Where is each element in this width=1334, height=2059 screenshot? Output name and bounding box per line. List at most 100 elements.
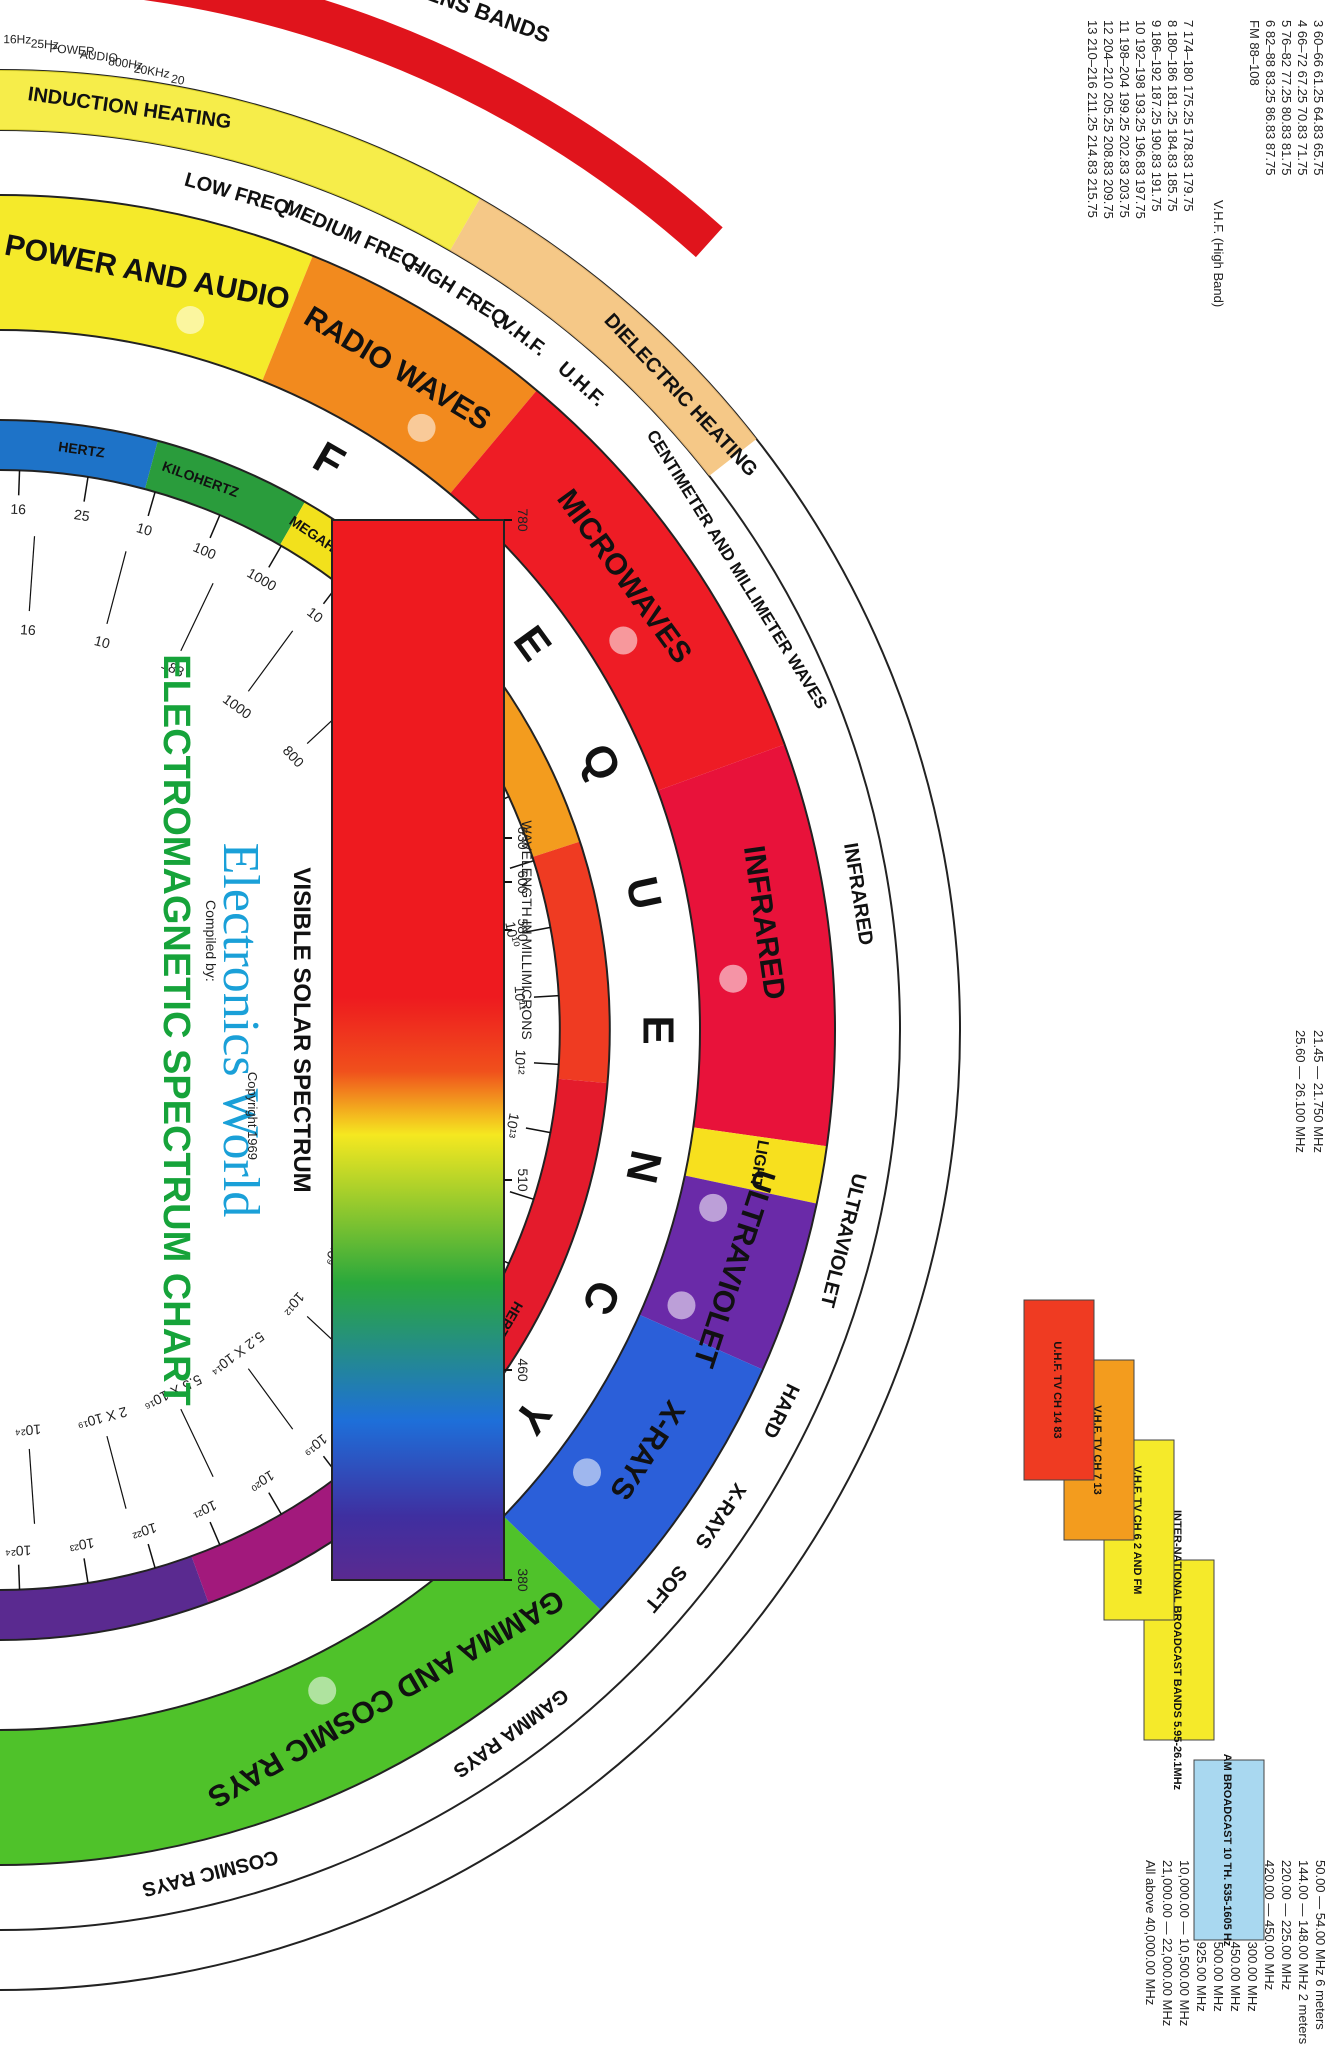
amateur-row: 144.00 — 148.00 MHz 2 meters xyxy=(1296,1860,1311,2045)
amateur-row: 21,000.00 — 22,000.00 MHz xyxy=(1160,1860,1175,2026)
spectrum-tick-label: 510 xyxy=(515,1168,531,1192)
ring-outline xyxy=(0,129,901,1931)
frequency-tick-label: 10²⁴ xyxy=(5,1543,32,1560)
frequency-tick xyxy=(209,1521,221,1546)
wavelength-tick xyxy=(247,1368,294,1430)
frequency-tick xyxy=(268,1492,283,1515)
frequency-ring-segment xyxy=(359,1078,608,1498)
vhf-low-row: 3 60–66 61.25 64.83 65.75 xyxy=(1311,20,1326,175)
spectrum-tick-label: 380 xyxy=(515,1568,531,1592)
frequency-tick xyxy=(509,859,535,869)
frequency-tick xyxy=(533,1062,559,1066)
frequency-tick-label: 25 xyxy=(73,506,91,524)
spectrum-tick-label: 780 xyxy=(515,508,531,532)
publisher-logo: Electronics World xyxy=(212,843,269,1218)
spectrum-tick-label: 580 xyxy=(515,918,531,942)
wavelength-tick-label: 800 xyxy=(280,742,308,770)
amateur-row: 50.00 — 54.00 MHz 6 meters xyxy=(1313,1860,1328,2030)
frequency-tick-label: 10²² xyxy=(130,1520,159,1542)
light-prism-icon xyxy=(699,1193,728,1222)
spectrum-tick-label: 460 xyxy=(515,1358,531,1382)
arc-small-label: 20 xyxy=(170,72,186,88)
frequency-letter: E xyxy=(633,1015,682,1044)
frequency-tick-label: 10¹¹ xyxy=(512,985,530,1011)
vhf-high-row: 7 174–180 175.25 178.83 179.75 xyxy=(1181,20,1196,212)
frequency-letter: U xyxy=(616,873,671,914)
band-segment xyxy=(0,195,313,381)
frequency-tick xyxy=(533,994,559,998)
uhf-box xyxy=(1023,1299,1095,1481)
dielectric-heating-band xyxy=(450,198,757,476)
band-segment xyxy=(684,1127,827,1204)
frequency-ring-segment xyxy=(0,420,158,490)
wavelength-tick xyxy=(28,1448,36,1524)
telephone-icon xyxy=(176,306,205,335)
spectrum-ticks: 780 630 600 580 510 460 380 xyxy=(504,508,531,1592)
outer-band-label: LOW FREQ. xyxy=(182,169,297,221)
shortwave-band: 21.45 — 21.750 MHz xyxy=(1311,1030,1326,1153)
outer-band-label: HARD xyxy=(758,1380,803,1442)
radar-dish-icon xyxy=(609,626,638,655)
center-panel: ELECTROMAGNETIC SPECTRUM CHART Compiled … xyxy=(155,508,535,1592)
wavelength-tick-label: 1000 xyxy=(220,691,255,722)
vhf-low-row: 4 66–72 67.25 70.83 71.75 xyxy=(1295,20,1310,175)
frequency-letter: E xyxy=(504,617,561,670)
frequency-ring-segment xyxy=(0,1556,209,1640)
frequency-tick-label: 10¹³ xyxy=(502,1112,522,1140)
uhf-box-label: U.H.F. TV CH 14 83 xyxy=(1051,1341,1063,1438)
shortwave-band: 25.60 — 26.100 MHz xyxy=(1293,1030,1308,1153)
frequency-tick xyxy=(83,1558,89,1584)
vhf-high-row: 10 192–198 193.25 196.83 197.75 xyxy=(1133,20,1148,219)
arc-small-label: AUDIO xyxy=(79,47,118,65)
band-segment xyxy=(0,1516,601,1865)
frequency-tick xyxy=(147,491,156,517)
ring-outline xyxy=(0,469,561,1591)
arc-small-label: 20KHz xyxy=(133,61,171,80)
am-broadcast-box xyxy=(1193,1759,1265,1941)
vhf-high-row: 11 198–204 199.25 202.83 203.75 xyxy=(1117,20,1132,218)
frequency-letter: N xyxy=(616,1146,671,1187)
frequency-tick xyxy=(147,1543,156,1569)
wavelength-tick xyxy=(180,582,214,652)
sun-icon xyxy=(667,1291,696,1320)
hand-xray-icon xyxy=(572,1458,601,1487)
vhf-high-row: 9 186–192 187.25 190.83 191.75 xyxy=(1149,20,1164,212)
frequency-ring-segment xyxy=(144,440,305,546)
frequency-tick xyxy=(509,1191,535,1201)
frequency-tick-label: 10¹⁹ xyxy=(300,1431,331,1460)
frequency-ring-segment xyxy=(532,841,610,1084)
amateur-row: 220.00 — 225.00 MHz xyxy=(1279,1860,1294,1990)
outer-band-label: SOFT xyxy=(640,1561,691,1616)
spectrum-tick-label: 630 xyxy=(515,826,531,850)
induction-heating-band xyxy=(0,70,480,251)
wavelength-tick-label: 2 X 10¹⁹ xyxy=(75,1404,129,1432)
wavelength-tick xyxy=(180,1408,214,1478)
arc-small-label: 16Hz xyxy=(3,32,31,46)
frequency-tick-label: 10 xyxy=(135,519,155,539)
vhf-table-header: V.H.F. (High Band) xyxy=(1211,200,1226,307)
vhf-high-row: 13 210–216 211.25 214.83 215.75 xyxy=(1085,20,1100,218)
am-broadcast-box-label: AM BROADCAST 10 TH. 535-1605 Hz xyxy=(1221,1754,1233,1947)
scale-unit-label: HERTZ xyxy=(57,438,106,460)
ring-outline xyxy=(0,194,836,1866)
band-segment xyxy=(503,1314,763,1611)
band-segment xyxy=(657,744,835,1147)
wavelength-tick-label: 10 xyxy=(93,632,112,651)
vhf-high-row: 12 204–210 205.25 208.83 209.75 xyxy=(1101,20,1116,219)
frequency-tick-label: 10²³ xyxy=(68,1535,95,1555)
visible-spectrum-bar xyxy=(331,519,505,1581)
band-segment xyxy=(639,1175,817,1370)
frequency-tick xyxy=(525,926,551,933)
vhf-low-row: 6 82–88 83.25 86.83 87.75 xyxy=(1263,20,1278,175)
frequency-letter: C xyxy=(572,1273,630,1322)
frequency-tick-label: 10²⁰ xyxy=(246,1467,277,1494)
mushroom-cloud-icon xyxy=(308,1676,337,1705)
wavelength-tick xyxy=(106,1436,127,1509)
spectrum-tick-label: 600 xyxy=(515,870,531,894)
compiled-by: Compiled by: xyxy=(203,900,219,982)
frequency-tick-label: 100 xyxy=(191,539,219,563)
antenna-tower-icon xyxy=(407,413,436,442)
frequency-tick xyxy=(209,514,221,539)
